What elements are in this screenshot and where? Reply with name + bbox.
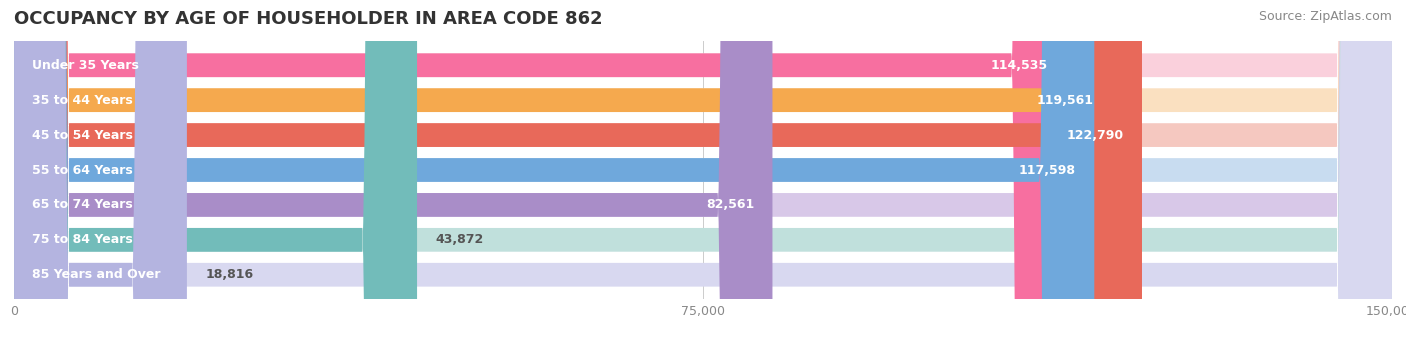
- FancyBboxPatch shape: [14, 0, 1392, 340]
- Text: 45 to 54 Years: 45 to 54 Years: [32, 129, 134, 141]
- FancyBboxPatch shape: [14, 0, 1392, 340]
- Text: Under 35 Years: Under 35 Years: [32, 59, 139, 72]
- FancyBboxPatch shape: [14, 0, 1112, 340]
- Text: 35 to 44 Years: 35 to 44 Years: [32, 94, 134, 107]
- FancyBboxPatch shape: [14, 0, 1392, 340]
- FancyBboxPatch shape: [14, 0, 772, 340]
- Text: 117,598: 117,598: [1019, 164, 1076, 176]
- Text: 85 Years and Over: 85 Years and Over: [32, 268, 160, 281]
- FancyBboxPatch shape: [14, 0, 1142, 340]
- Text: Source: ZipAtlas.com: Source: ZipAtlas.com: [1258, 10, 1392, 23]
- FancyBboxPatch shape: [14, 0, 187, 340]
- Text: 114,535: 114,535: [991, 59, 1047, 72]
- FancyBboxPatch shape: [14, 0, 1392, 340]
- Text: 43,872: 43,872: [436, 233, 484, 246]
- FancyBboxPatch shape: [14, 0, 1066, 340]
- FancyBboxPatch shape: [14, 0, 1094, 340]
- Text: 82,561: 82,561: [706, 199, 754, 211]
- FancyBboxPatch shape: [14, 0, 1392, 340]
- Text: 55 to 64 Years: 55 to 64 Years: [32, 164, 134, 176]
- FancyBboxPatch shape: [14, 0, 418, 340]
- Text: OCCUPANCY BY AGE OF HOUSEHOLDER IN AREA CODE 862: OCCUPANCY BY AGE OF HOUSEHOLDER IN AREA …: [14, 10, 603, 28]
- Text: 119,561: 119,561: [1038, 94, 1094, 107]
- Text: 75 to 84 Years: 75 to 84 Years: [32, 233, 134, 246]
- Text: 65 to 74 Years: 65 to 74 Years: [32, 199, 134, 211]
- Text: 18,816: 18,816: [205, 268, 253, 281]
- FancyBboxPatch shape: [14, 0, 1392, 340]
- FancyBboxPatch shape: [14, 0, 1392, 340]
- Text: 122,790: 122,790: [1067, 129, 1123, 141]
